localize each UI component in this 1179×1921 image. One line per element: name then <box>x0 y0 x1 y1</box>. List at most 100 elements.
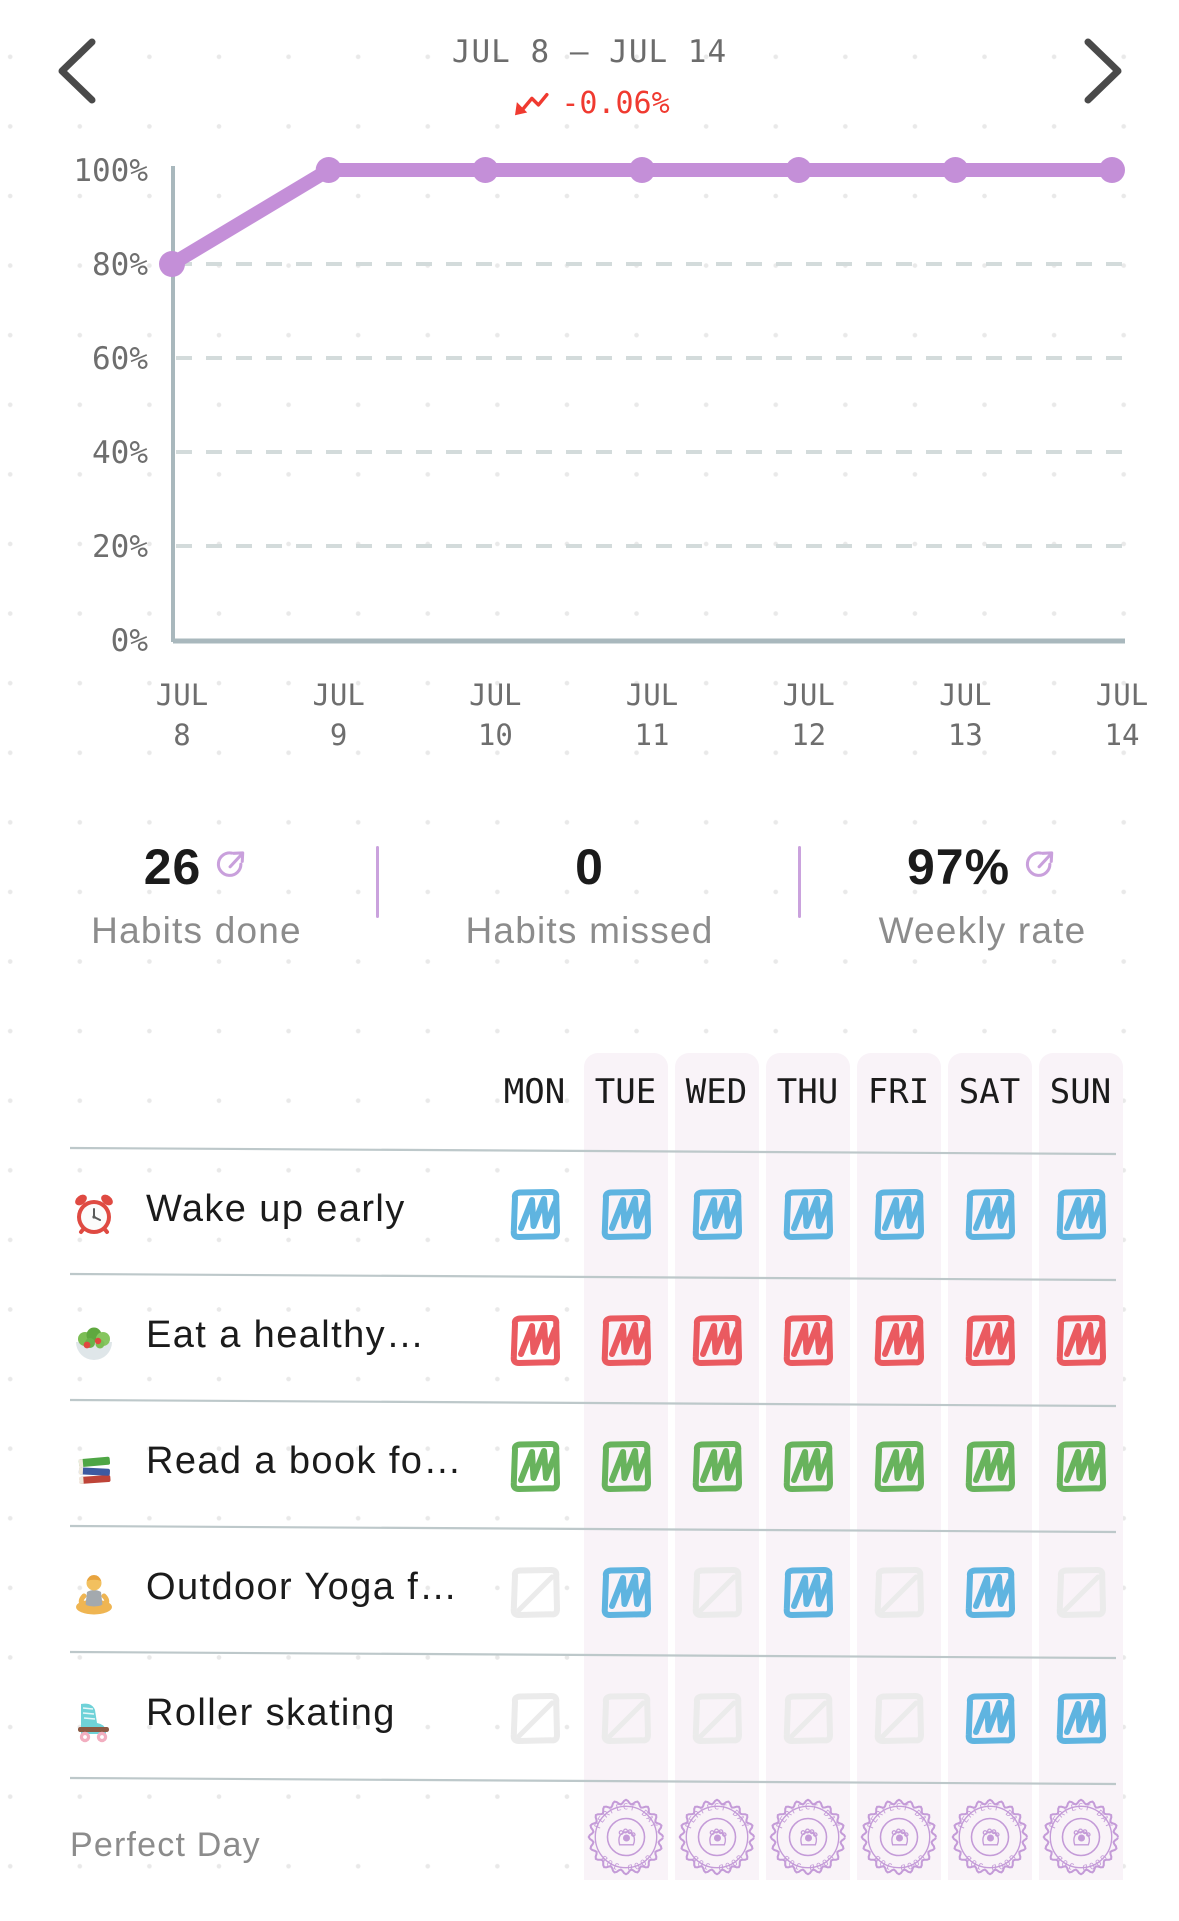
perfect-day-stamp[interactable]: PERFECT DAY GOOD JOB <box>671 1798 762 1876</box>
weekday-label-sun: SUN <box>1049 1072 1112 1112</box>
data-point[interactable] <box>942 157 969 183</box>
habit-icon-alarm-clock <box>70 1191 118 1239</box>
habit-checkbox[interactable] <box>944 1312 1035 1370</box>
habit-checkbox[interactable] <box>489 1438 580 1496</box>
habit-checkbox[interactable] <box>853 1312 944 1370</box>
habit-checkbox[interactable] <box>762 1438 853 1496</box>
perfect-day-stamp[interactable]: PERFECT DAY GOOD JOB <box>1035 1798 1126 1876</box>
habit-icon-books <box>70 1443 118 1491</box>
y-axis-tick-label: 40% <box>92 435 148 471</box>
habit-checkbox[interactable] <box>580 1312 671 1370</box>
x-axis-tick-month: JUL <box>469 678 521 712</box>
stat-value-row: 26 <box>144 836 250 898</box>
stat-label: Weekly rate <box>878 910 1087 951</box>
completion-line <box>165 163 1119 271</box>
habit-checkbox[interactable] <box>489 1564 580 1622</box>
habit-checkbox[interactable] <box>853 1438 944 1496</box>
data-point[interactable] <box>315 157 342 183</box>
habit-checkbox[interactable] <box>944 1438 1035 1496</box>
data-point[interactable] <box>1099 157 1125 183</box>
x-axis-tick-day: 12 <box>791 718 826 752</box>
habit-checkbox[interactable] <box>580 1690 671 1748</box>
habit-checkbox[interactable] <box>671 1312 762 1370</box>
stat-habits-missed[interactable]: 0 Habits missed <box>393 836 786 976</box>
habit-checkbox[interactable] <box>489 1312 580 1370</box>
perfect-day-stamp[interactable]: PERFECT DAY GOOD JOB <box>762 1798 853 1876</box>
chevron-right-icon <box>1072 38 1130 112</box>
data-point[interactable] <box>785 157 812 183</box>
habit-checkbox[interactable] <box>1035 1564 1126 1622</box>
row-divider <box>69 1146 1117 1156</box>
trend-value: -0.06% <box>561 86 670 121</box>
data-point[interactable] <box>159 251 185 277</box>
habit-checkbox-row <box>489 1564 1126 1622</box>
habit-checkbox[interactable] <box>853 1690 944 1748</box>
habit-checkbox[interactable] <box>489 1186 580 1244</box>
x-axis-tick-day: 9 <box>330 718 347 752</box>
week-range-title: JUL 8 – JUL 14 <box>451 34 728 70</box>
data-point[interactable] <box>472 157 499 183</box>
stat-value-row: 97% <box>907 836 1058 898</box>
arrow-up-right-icon <box>213 847 249 888</box>
habit-checkbox[interactable] <box>762 1690 853 1748</box>
stat-weekly-rate[interactable]: 97% Weekly rate <box>786 836 1179 976</box>
row-divider <box>69 1398 1117 1408</box>
habit-row[interactable]: Roller skating <box>0 1656 1179 1782</box>
habit-checkbox[interactable] <box>1035 1690 1126 1748</box>
habit-checkbox[interactable] <box>580 1564 671 1622</box>
previous-week-button[interactable] <box>50 34 108 108</box>
habit-checkbox[interactable] <box>853 1186 944 1244</box>
habit-checkbox[interactable] <box>762 1186 853 1244</box>
perfect-day-stamp[interactable]: PERFECT DAY GOOD JOB <box>944 1798 1035 1876</box>
y-axis-tick-label: 100% <box>73 153 148 189</box>
habit-name: Read a book fo… <box>146 1440 463 1482</box>
stat-value: 0 <box>575 839 604 895</box>
habit-name: Roller skating <box>146 1692 396 1734</box>
trend-down-icon <box>509 89 551 119</box>
habit-icon-yoga-person <box>70 1569 118 1617</box>
habit-checkbox[interactable] <box>489 1690 580 1748</box>
row-divider <box>69 1650 1117 1660</box>
data-point[interactable] <box>629 157 655 183</box>
stat-label: Habits done <box>91 910 302 951</box>
habit-checkbox[interactable] <box>762 1564 853 1622</box>
habit-checkbox[interactable] <box>671 1564 762 1622</box>
habit-row[interactable]: Wake up early <box>0 1152 1179 1278</box>
habit-icon-salad-bowl <box>70 1317 118 1365</box>
y-axis-tick-label: 20% <box>92 529 148 565</box>
habit-checkbox[interactable] <box>580 1186 671 1244</box>
chevron-left-icon <box>50 38 108 112</box>
habit-checkbox[interactable] <box>580 1438 671 1496</box>
x-axis-tick-day: 11 <box>635 718 670 752</box>
perfect-day-label: Perfect Day <box>70 1826 261 1864</box>
habit-checkbox[interactable] <box>762 1312 853 1370</box>
habit-checkbox[interactable] <box>1035 1438 1126 1496</box>
habit-row[interactable]: Read a book fo… <box>0 1404 1179 1530</box>
habit-checkbox[interactable] <box>853 1564 944 1622</box>
habit-checkbox[interactable] <box>671 1438 762 1496</box>
habit-checkbox[interactable] <box>1035 1186 1126 1244</box>
habit-checkbox[interactable] <box>944 1186 1035 1244</box>
habit-checkbox[interactable] <box>944 1690 1035 1748</box>
next-week-button[interactable] <box>1072 34 1130 108</box>
y-axis-tick-label: 0% <box>111 623 149 659</box>
x-axis-tick-day: 13 <box>948 718 983 752</box>
weekday-label-thu: THU <box>776 1072 839 1112</box>
habit-checkbox[interactable] <box>671 1186 762 1244</box>
perfect-day-stamp[interactable]: PERFECT DAY GOOD JOB <box>853 1798 944 1876</box>
stats-row: 26 Habits done 0 Habits missed 97% <box>0 836 1179 976</box>
x-axis-tick-day: 10 <box>478 718 513 752</box>
habit-checkbox[interactable] <box>1035 1312 1126 1370</box>
habit-checkbox-row <box>489 1690 1126 1748</box>
stat-habits-done[interactable]: 26 Habits done <box>0 836 393 976</box>
habit-checkbox[interactable] <box>944 1564 1035 1622</box>
y-axis-tick-label: 60% <box>92 341 148 377</box>
perfect-day-stamp[interactable]: PERFECT DAY GOOD JOB <box>580 1798 671 1876</box>
habit-row[interactable]: Eat a healthy… <box>0 1278 1179 1404</box>
x-axis-tick-month: JUL <box>156 678 208 712</box>
habit-checkbox[interactable] <box>671 1690 762 1748</box>
habit-icon-roller-skate <box>70 1695 118 1743</box>
x-axis-tick-day: 14 <box>1105 718 1140 752</box>
habit-row[interactable]: Outdoor Yoga f… <box>0 1530 1179 1656</box>
